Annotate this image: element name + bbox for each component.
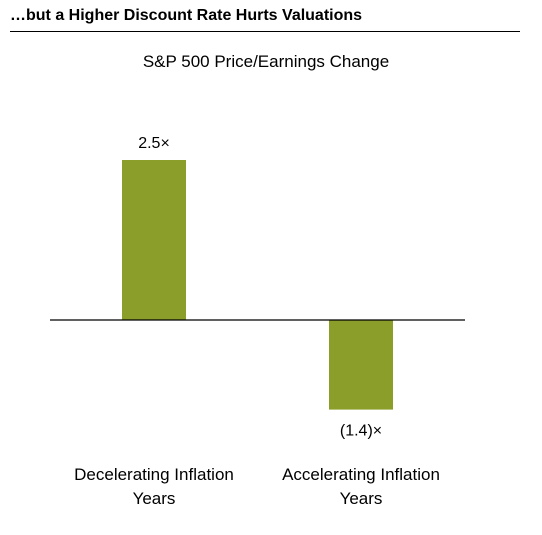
bars-group xyxy=(122,160,393,410)
category-label-0-line-0: Decelerating Inflation xyxy=(74,465,234,484)
category-label-1-line-0: Accelerating Inflation xyxy=(282,465,440,484)
page-title: …but a Higher Discount Rate Hurts Valuat… xyxy=(10,7,363,24)
chart-title: S&P 500 Price/Earnings Change xyxy=(143,52,389,71)
category-label-1-line-1: Years xyxy=(340,489,383,508)
header: …but a Higher Discount Rate Hurts Valuat… xyxy=(10,6,520,32)
bar-0 xyxy=(122,160,186,320)
category-label-0-line-1: Years xyxy=(133,489,176,508)
data-label-1: (1.4)× xyxy=(340,423,382,440)
bar-1 xyxy=(329,320,393,410)
data-label-0: 2.5× xyxy=(138,135,170,152)
labels-group: 2.5× Decelerating Inflation Years (1.4)× Acc… xyxy=(74,135,440,508)
